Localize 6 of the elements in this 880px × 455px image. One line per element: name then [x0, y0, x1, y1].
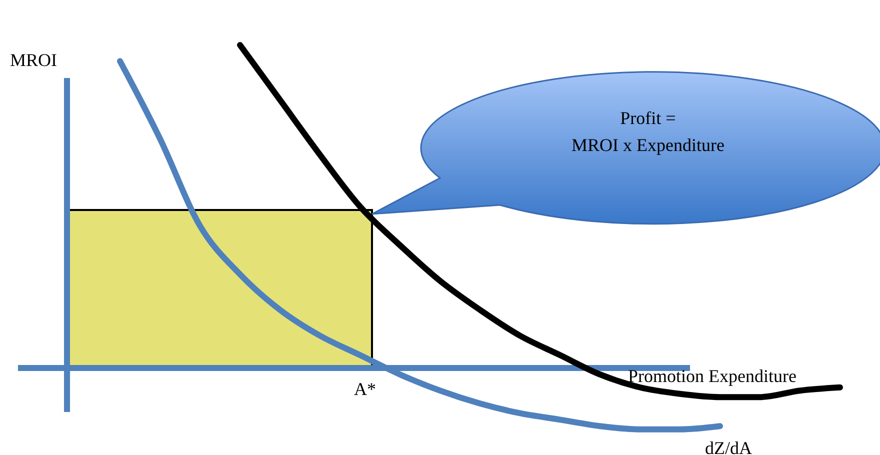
series-label: dZ/dA [705, 438, 752, 455]
annotation: MROI x Expenditure [572, 135, 724, 155]
annotation: A* [354, 379, 376, 399]
x-axis-title: Promotion Expenditure [628, 366, 796, 386]
y-axis-title: MROI [10, 50, 58, 70]
annotation: Profit = [620, 108, 676, 128]
